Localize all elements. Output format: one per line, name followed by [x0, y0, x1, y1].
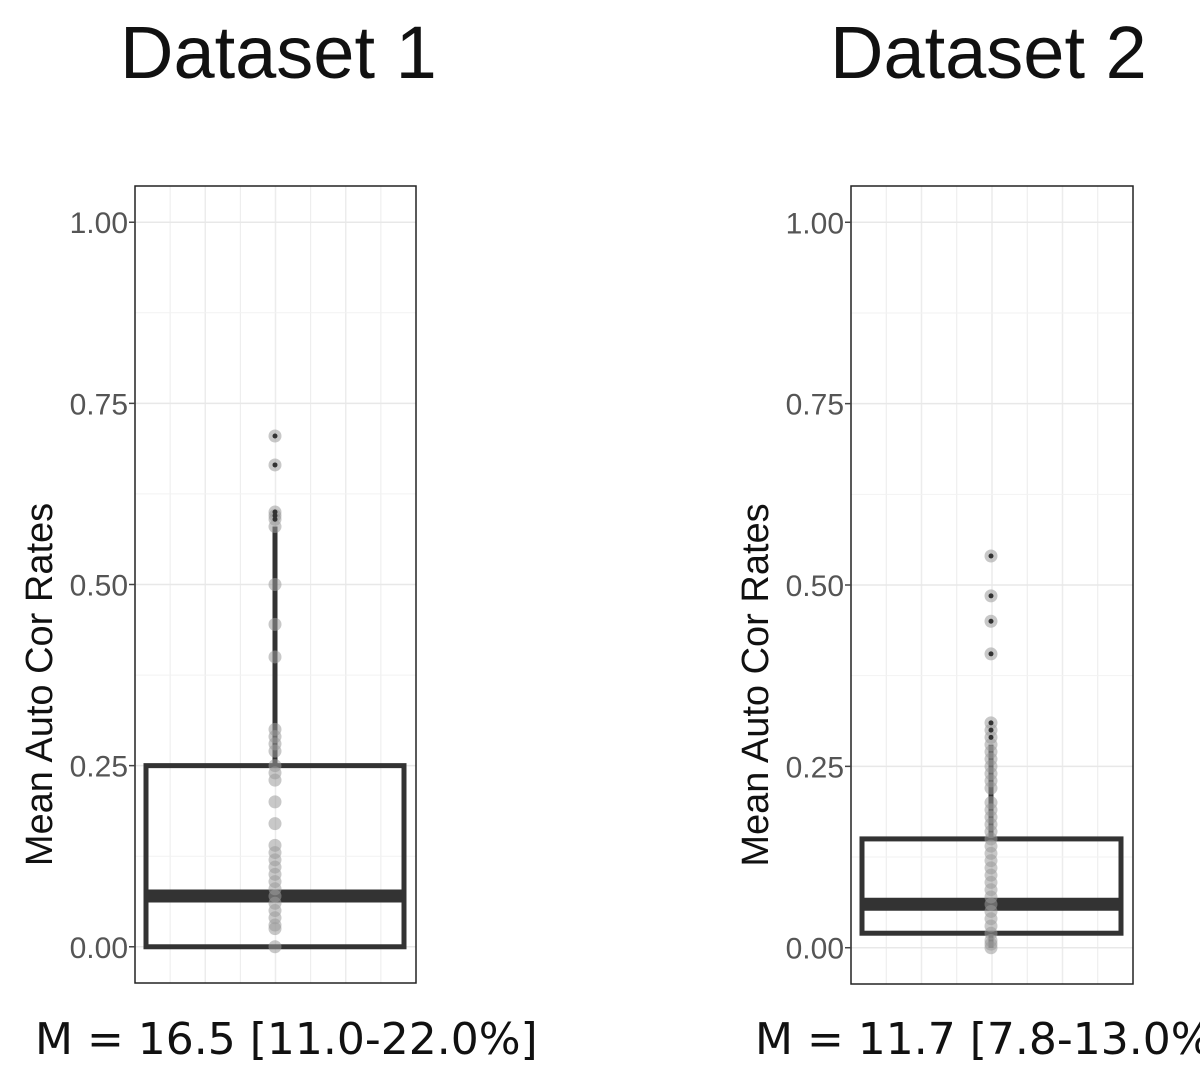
d2-outlier-marker	[989, 593, 994, 598]
d2-outlier-marker	[989, 651, 994, 656]
d2-data-point	[985, 782, 998, 795]
d1-outlier-marker	[273, 462, 278, 467]
d2-outlier-marker	[989, 619, 994, 624]
d1-y-tick-label: 0.00	[70, 932, 128, 965]
d1-data-point	[269, 817, 282, 830]
d1-y-tick-label: 0.50	[70, 570, 128, 603]
d2-outlier-marker	[989, 735, 994, 740]
d1-data-point	[269, 650, 282, 663]
d1-data-point	[269, 940, 282, 953]
d1-data-point	[269, 774, 282, 787]
d2-outlier-marker	[989, 728, 994, 733]
d2-y-tick-label: 0.25	[786, 751, 844, 784]
d1-data-point	[269, 745, 282, 758]
d1-data-point	[269, 795, 282, 808]
d1-data-point	[269, 578, 282, 591]
d2-outlier-marker	[989, 553, 994, 558]
d1-data-point	[269, 618, 282, 631]
box-plots: 0.00 0.25 0.50 0.75 1.00 Mean Auto Cor Rates 0…	[0, 0, 1200, 1090]
d1-outlier-marker	[273, 517, 278, 522]
d1-outlier-marker	[273, 433, 278, 438]
d1-data-point	[269, 922, 282, 935]
d2-y-tick-label: 0.00	[786, 933, 844, 966]
d2-outlier-marker	[989, 720, 994, 725]
d2-y-tick-label: 0.50	[786, 570, 844, 603]
d2-y-axis-label: Mean Auto Cor Rates	[735, 503, 777, 866]
d2-data-point	[985, 941, 998, 954]
d2-y-tick-label: 1.00	[786, 207, 844, 240]
d1-y-tick-label: 0.75	[70, 388, 128, 421]
median-caption-dataset-1: M = 16.5 [11.0-22.0%]	[35, 1014, 538, 1065]
d1-data-point	[269, 520, 282, 533]
d1-y-tick-label: 1.00	[70, 207, 128, 240]
d1-y-axis-label: Mean Auto Cor Rates	[19, 503, 61, 866]
d1-y-tick-label: 0.25	[70, 751, 128, 784]
d2-y-tick-label: 0.75	[786, 389, 844, 422]
median-caption-dataset-2: M = 11.7 [7.8-13.0%]	[755, 1014, 1200, 1065]
